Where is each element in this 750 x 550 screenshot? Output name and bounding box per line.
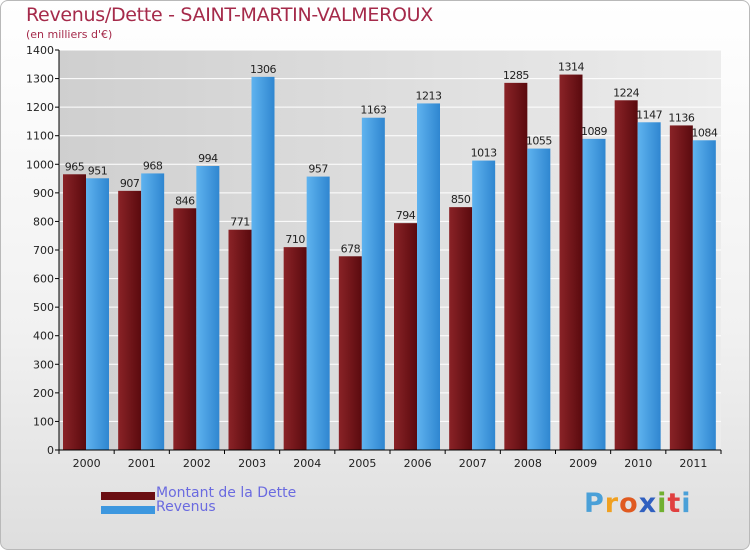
y-tick-label: 900 [33,187,54,200]
y-tick-label: 300 [33,358,54,371]
bar-revenus [141,173,165,450]
data-label: 678 [341,242,361,255]
data-label: 965 [65,160,85,173]
bar-revenus [527,148,551,451]
data-label: 1163 [360,104,386,117]
data-label: 1147 [636,108,662,121]
data-label: 1013 [471,147,497,160]
legend-swatch-revenus [101,506,155,514]
bar-dette [63,174,86,451]
x-tick-label: 2001 [128,457,156,470]
y-tick-label: 200 [33,387,54,400]
data-label: 794 [396,209,416,222]
bar-dette [449,207,473,450]
bar-dette [614,100,638,451]
data-label: 1136 [668,111,694,124]
x-tick-label: 2011 [679,457,707,470]
bar-revenus [196,166,220,450]
y-tick-label: 1300 [26,73,54,86]
bar-revenus [86,178,109,451]
y-tick-label: 400 [33,330,54,343]
chart-title: Revenus/Dette - SAINT-MARTIN-VALMEROUX [26,4,433,26]
data-label: 1084 [691,126,717,139]
y-tick-label: 1200 [26,101,54,114]
x-tick-label: 2008 [514,457,542,470]
x-tick-label: 2006 [404,457,432,470]
y-tick-label: 0 [47,444,54,457]
x-tick-label: 2010 [624,457,652,470]
bar-dette [118,190,142,450]
data-label: 968 [143,159,163,172]
bar-dette [338,256,362,450]
y-tick-label: 800 [33,215,54,228]
chart-subtitle: (en milliers d'€) [26,28,113,41]
data-label: 710 [285,233,305,246]
data-label: 1224 [613,86,639,99]
y-tick-label: 500 [33,301,54,314]
bar-revenus [692,140,716,451]
data-label: 1089 [581,125,607,138]
bar-revenus [417,103,440,450]
y-tick-label: 1100 [26,130,54,143]
bar-revenus [472,160,496,451]
x-tick-label: 2007 [459,457,487,470]
bar-dette [559,74,583,451]
data-label: 994 [198,152,218,165]
data-label: 1285 [503,69,529,82]
data-label: 951 [88,164,108,177]
bar-dette [283,247,307,450]
x-tick-label: 2002 [183,457,211,470]
bar-revenus [251,76,275,450]
bar-dette [669,125,693,450]
bar-dette [394,223,417,450]
legend-label-revenus: Revenus [156,499,216,515]
y-tick-label: 100 [33,415,54,428]
y-tick-label: 600 [33,273,54,286]
bar-revenus [306,176,330,451]
legend-label-dette: Montant de la Dette [156,485,297,501]
data-label: 1306 [250,63,276,76]
bar-revenus [582,138,606,450]
bar-revenus [637,122,661,451]
data-label: 1055 [526,135,552,148]
bar-dette [504,82,528,450]
y-tick-label: 1000 [26,158,54,171]
proxiti-logo: Proxiti [584,488,692,519]
bar-revenus [361,117,385,450]
data-label: 850 [451,193,471,206]
y-tick-label: 1400 [26,44,54,57]
data-label: 846 [175,194,195,207]
bar-dette [173,208,197,450]
x-tick-label: 2004 [293,457,321,470]
data-label: 957 [308,163,328,176]
data-label: 1314 [558,61,584,74]
y-tick-label: 700 [33,244,54,257]
legend-swatch-dette [101,492,155,500]
data-label: 907 [120,177,140,190]
bar-dette [228,229,252,450]
x-tick-label: 2000 [73,457,101,470]
x-tick-label: 2003 [238,457,266,470]
x-tick-label: 2005 [348,457,376,470]
data-label: 771 [230,216,250,229]
x-tick-label: 2009 [569,457,597,470]
data-label: 1213 [416,89,442,102]
